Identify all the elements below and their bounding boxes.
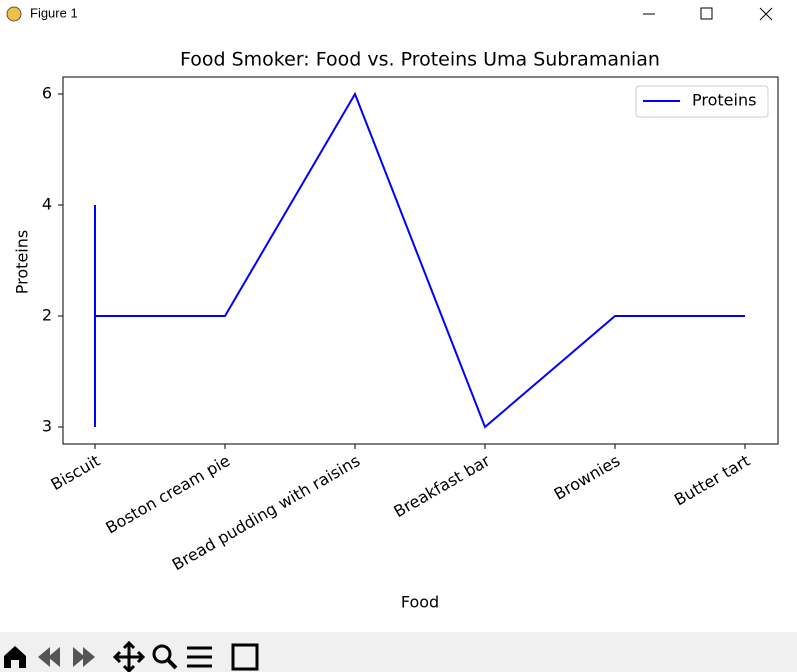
close-button[interactable] — [759, 7, 773, 21]
home-button[interactable] — [4, 646, 26, 668]
y-tick-label: 2 — [42, 306, 52, 325]
app-icon — [6, 6, 22, 22]
maximize-button[interactable] — [700, 7, 713, 20]
y-tick-label: 6 — [42, 84, 52, 103]
y-tick-label: 4 — [42, 195, 52, 214]
x-tick-label: Butter tart — [671, 451, 753, 510]
x-tick-label: Boston cream pie — [102, 451, 233, 538]
forward-button[interactable] — [73, 647, 95, 667]
back-button[interactable] — [38, 647, 60, 667]
pan-button[interactable] — [112, 640, 146, 672]
zoom-handle — [166, 658, 178, 670]
x-tick-label: Brownies — [551, 451, 624, 504]
zoom-button[interactable] — [152, 644, 172, 664]
legend-label: Proteins — [692, 91, 756, 110]
y-axis-label: Proteins — [13, 230, 32, 294]
x-tick-label: Biscuit — [47, 451, 103, 494]
title-bar — [0, 0, 797, 28]
x-tick-label: Breakfast bar — [390, 451, 493, 522]
chart-title: Food Smoker: Food vs. Proteins Uma Subra… — [180, 49, 660, 71]
configure-button[interactable] — [187, 646, 212, 668]
x-axis-label: Food — [401, 593, 439, 612]
y-tick-label: 3 — [42, 417, 52, 436]
plot-frame — [62, 76, 779, 445]
legend-box — [635, 85, 769, 118]
save-button[interactable] — [231, 643, 259, 671]
line-series — [94, 91, 745, 429]
window-title: Figure 1 — [30, 5, 78, 20]
